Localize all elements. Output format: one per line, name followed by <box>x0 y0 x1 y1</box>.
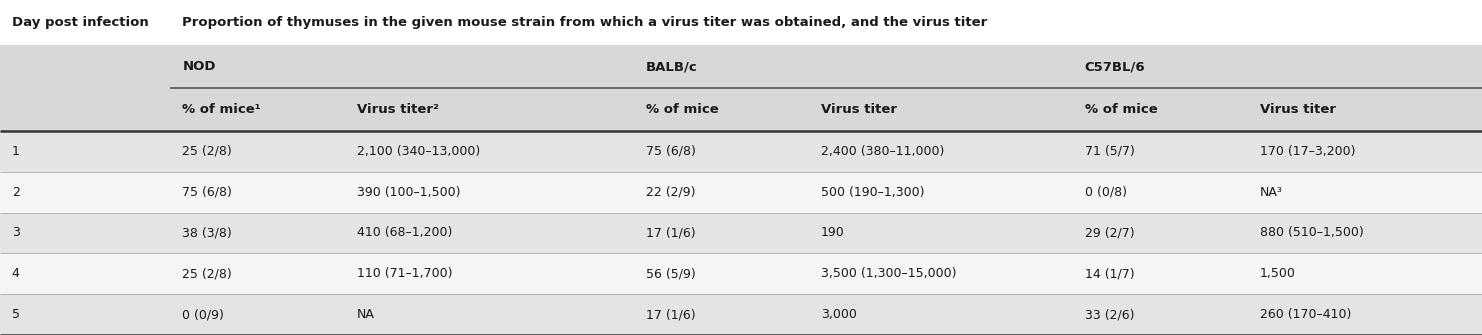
Bar <box>0 45 1482 88</box>
Bar <box>0 88 1482 131</box>
Bar <box>0 172 1482 213</box>
Bar <box>0 0 1482 45</box>
Text: 390 (100–1,500): 390 (100–1,500) <box>357 186 461 199</box>
Text: 29 (2/7): 29 (2/7) <box>1085 226 1134 240</box>
Bar <box>0 294 1482 335</box>
Text: 4: 4 <box>12 267 19 280</box>
Text: 14 (1/7): 14 (1/7) <box>1085 267 1134 280</box>
Text: BALB/c: BALB/c <box>646 60 698 73</box>
Text: Day post infection: Day post infection <box>12 16 148 29</box>
Text: 880 (510–1,500): 880 (510–1,500) <box>1260 226 1363 240</box>
Text: 33 (2/6): 33 (2/6) <box>1085 308 1134 321</box>
Text: 500 (190–1,300): 500 (190–1,300) <box>821 186 925 199</box>
Text: NA: NA <box>357 308 375 321</box>
Text: 71 (5/7): 71 (5/7) <box>1085 145 1135 158</box>
Text: % of mice: % of mice <box>646 103 719 116</box>
Text: 1: 1 <box>12 145 19 158</box>
Text: 25 (2/8): 25 (2/8) <box>182 145 233 158</box>
Text: C57BL/6: C57BL/6 <box>1085 60 1146 73</box>
Text: Virus titer: Virus titer <box>1260 103 1335 116</box>
Text: 3: 3 <box>12 226 19 240</box>
Text: 170 (17–3,200): 170 (17–3,200) <box>1260 145 1355 158</box>
Text: 2,100 (340–13,000): 2,100 (340–13,000) <box>357 145 480 158</box>
Text: 22 (2/9): 22 (2/9) <box>646 186 695 199</box>
Text: 5: 5 <box>12 308 19 321</box>
Bar <box>0 213 1482 253</box>
Text: Proportion of thymuses in the given mouse strain from which a virus titer was ob: Proportion of thymuses in the given mous… <box>182 16 987 29</box>
Text: 2,400 (380–11,000): 2,400 (380–11,000) <box>821 145 944 158</box>
Text: 260 (170–410): 260 (170–410) <box>1260 308 1352 321</box>
Text: 56 (5/9): 56 (5/9) <box>646 267 697 280</box>
Text: 38 (3/8): 38 (3/8) <box>182 226 233 240</box>
Text: 17 (1/6): 17 (1/6) <box>646 226 695 240</box>
Text: 0 (0/8): 0 (0/8) <box>1085 186 1126 199</box>
Text: Virus titer: Virus titer <box>821 103 897 116</box>
Text: Virus titer²: Virus titer² <box>357 103 439 116</box>
Bar <box>0 253 1482 294</box>
Text: NOD: NOD <box>182 60 216 73</box>
Bar <box>0 131 1482 172</box>
Text: 0 (0/9): 0 (0/9) <box>182 308 224 321</box>
Text: 2: 2 <box>12 186 19 199</box>
Text: % of mice¹: % of mice¹ <box>182 103 261 116</box>
Text: 110 (71–1,700): 110 (71–1,700) <box>357 267 452 280</box>
Text: 25 (2/8): 25 (2/8) <box>182 267 233 280</box>
Text: 17 (1/6): 17 (1/6) <box>646 308 695 321</box>
Text: 3,000: 3,000 <box>821 308 857 321</box>
Text: 75 (6/8): 75 (6/8) <box>646 145 697 158</box>
Text: 3,500 (1,300–15,000): 3,500 (1,300–15,000) <box>821 267 956 280</box>
Text: 410 (68–1,200): 410 (68–1,200) <box>357 226 452 240</box>
Text: NA³: NA³ <box>1260 186 1282 199</box>
Text: 1,500: 1,500 <box>1260 267 1295 280</box>
Text: 75 (6/8): 75 (6/8) <box>182 186 233 199</box>
Text: % of mice: % of mice <box>1085 103 1157 116</box>
Text: 190: 190 <box>821 226 845 240</box>
